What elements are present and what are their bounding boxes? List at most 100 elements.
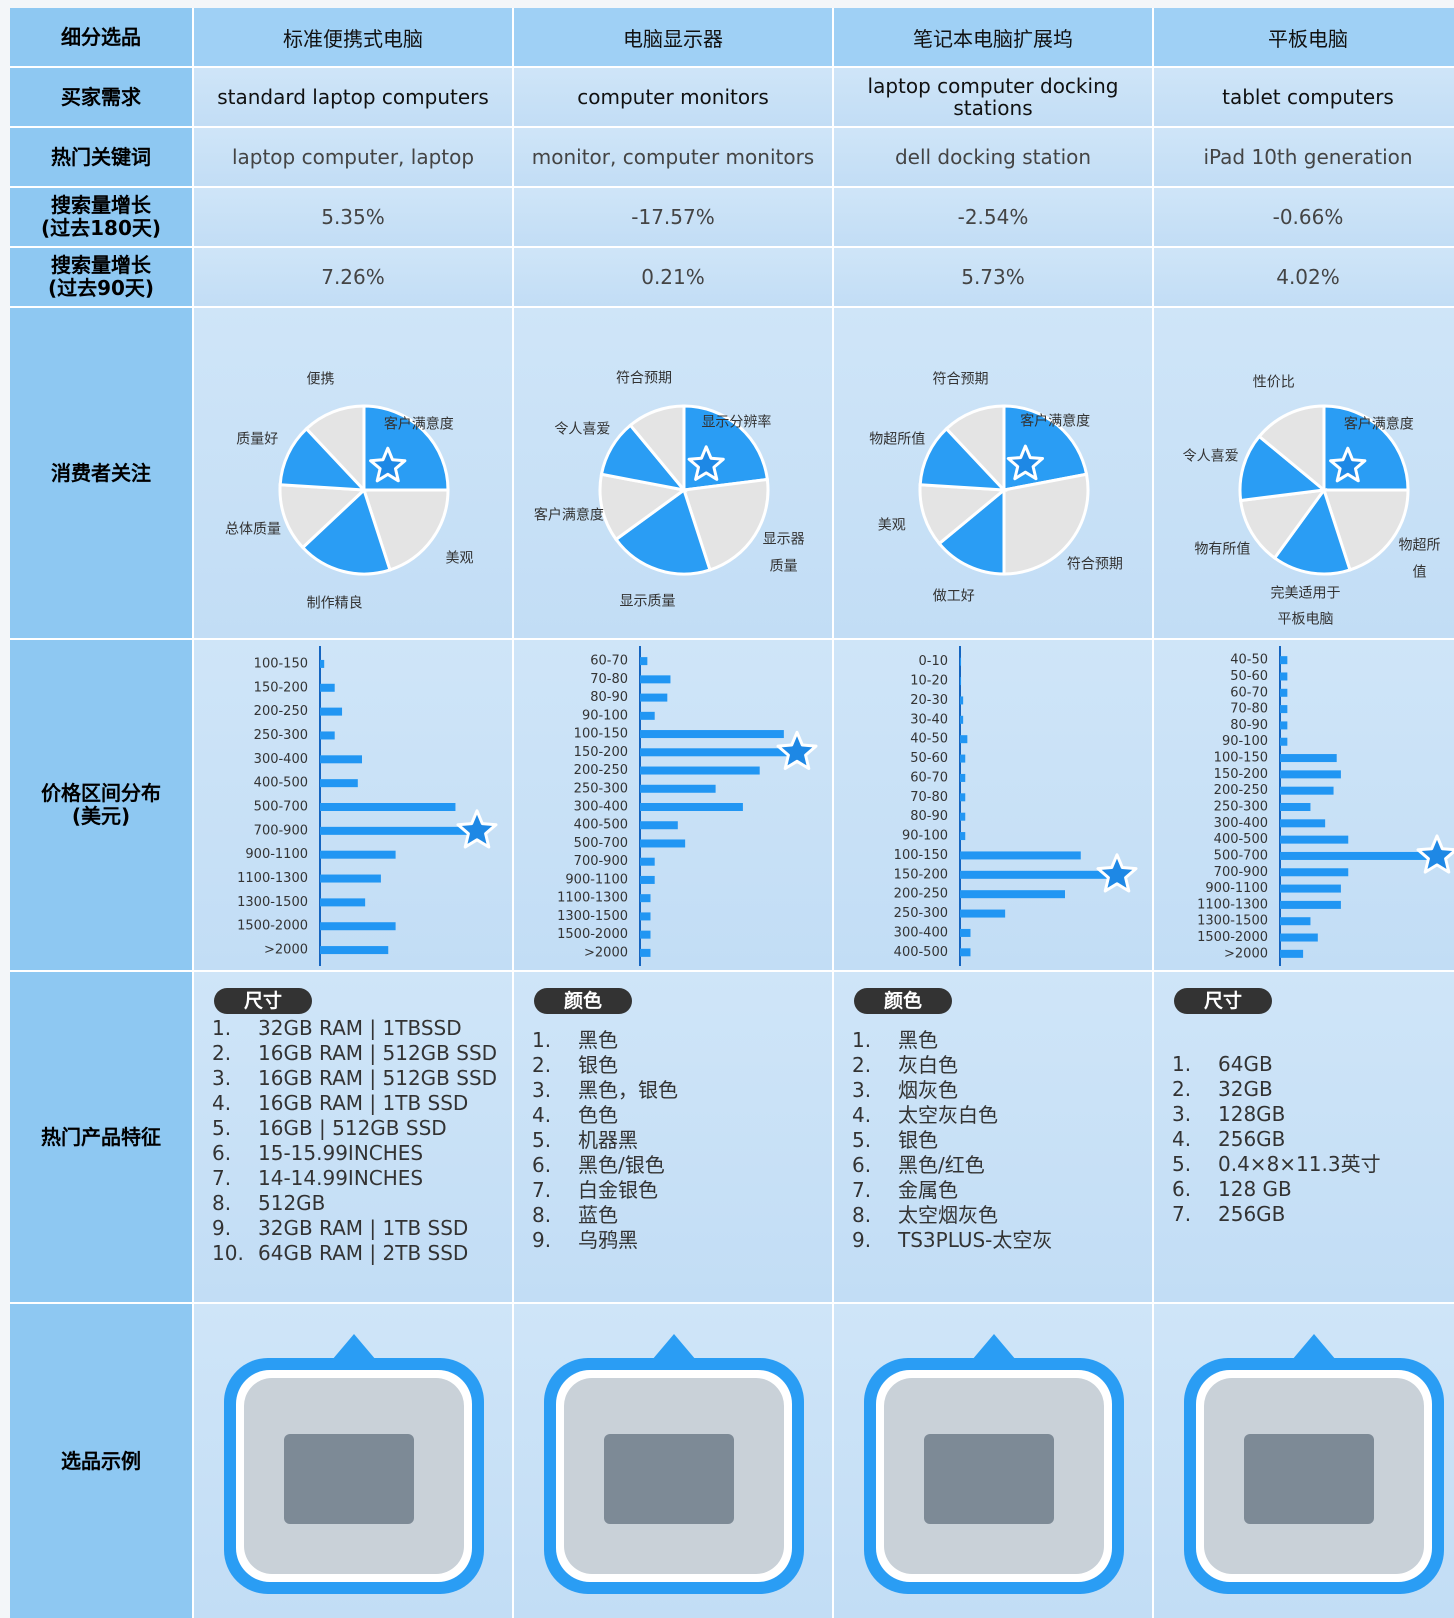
pie-label: 令人喜爱 [554,421,611,438]
pie-label: 完美适用于 平板电脑 [1270,584,1341,628]
table-cell: 100-150 150-200 200-250 250-300 300-400 400-5… [194,640,512,970]
item-number: 3. [1172,1102,1192,1126]
pie-label: 客户满意度 [383,416,454,433]
bar [1280,835,1349,844]
bar [1280,705,1288,714]
bar [960,832,966,841]
row-header: 细分选品 [10,8,192,66]
bar [1280,754,1337,763]
bar [640,821,678,830]
category-label: 90-100 [1222,734,1268,749]
bar [1280,933,1318,942]
row-header: 买家需求 [10,68,192,126]
feature-item: 5. 16GB | 512GB SSD [212,1116,508,1141]
bar [320,826,467,835]
category-label: 150-200 [1214,767,1268,782]
category-label: 70-80 [1230,702,1268,717]
category-label: 150-200 [574,745,628,760]
category-label: 200-250 [894,887,948,902]
category-label: >2000 [1224,946,1268,961]
bar [960,890,1065,899]
category-label: 200-250 [1214,783,1268,798]
bar [1280,851,1427,860]
table-cell: 客户满意度 符合预期 做工好 美观 物超所值 符合预期 [834,308,1152,638]
pie-label: 物超所值 [869,431,926,448]
category-label: 500-700 [254,800,308,815]
item-text: 灰白色 [898,1053,958,1077]
category-label: 250-300 [894,906,948,921]
product-image [224,1334,484,1594]
category-label: 80-90 [1230,718,1268,733]
pie-label: 显示器质量 [762,531,805,575]
item-text: 机器黑 [578,1128,638,1152]
feature-item: 8. 太空烟灰色 [852,1203,1148,1228]
category-label: 50-60 [910,751,948,766]
category-label: 1100-1300 [1197,897,1268,912]
table-cell: 4.02% [1154,248,1454,306]
photo-detail [604,1434,734,1524]
table-cell: tablet computers [1154,68,1454,126]
bar [960,715,964,724]
feature-list: 1. 黑色 2. 银色 3. 黑色，银色 4. 色色 5. 机器黑 6. 黑色/银色 7. 白金银色 8. 蓝… [532,1028,828,1253]
item-number: 2. [852,1053,872,1077]
category-label: 500-700 [1214,848,1268,863]
bar [320,803,456,811]
feature-list: 1. 64GB 2. 32GB 3. 128GB 4. 256GB 5. 0.4×8×11.3英寸… [1172,1052,1454,1227]
item-text: 黑色/银色 [578,1153,665,1177]
bar [640,803,743,811]
table-cell: -17.57% [514,188,832,246]
feature-item: 2. 32GB [1172,1077,1454,1102]
category-label: 300-400 [1214,816,1268,831]
pie-label: 客户满意度 [533,507,604,524]
category-label: 60-70 [910,770,948,785]
item-number: 2. [212,1041,232,1065]
item-number: 2. [532,1053,552,1077]
item-number: 7. [212,1166,232,1190]
item-text: 128 GB [1218,1177,1292,1201]
category-label: 10-20 [910,674,948,689]
category-label: 100-150 [894,848,948,863]
feature-item: 1. 黑色 [852,1028,1148,1053]
pie-slice [300,487,392,576]
bar [960,773,966,782]
pie-slice [628,404,686,495]
table-cell: 颜色 1. 黑色 2. 银色 3. 黑色，银色 4. 色色 5. 机器黑 6. 黑色/银色 7. 白金银色 8… [514,972,832,1302]
item-text: TS3PLUS-太空灰 [898,1228,1053,1252]
bar [960,696,964,705]
bar [320,946,389,955]
table-cell: laptop computer docking stations [834,68,1152,126]
category-label: 100-150 [574,727,628,742]
bar [960,928,971,937]
pie-label: 美观 [445,551,474,568]
table-cell: 颜色 1. 黑色 2. 灰白色 3. 烟灰色 4. 太空灰白色 5. 银色 6. 黑色/红色 7. 金属色 8… [834,972,1152,1302]
item-text: 黑色，银色 [578,1078,678,1102]
table-cell: 7.26% [194,248,512,306]
item-text: 16GB RAM | 512GB SSD [258,1041,498,1065]
table-cell: 显示分辨率 显示器质量 显示质量 客户满意度 令人喜爱 符合预期 [514,308,832,638]
table-cell [834,1304,1152,1618]
bar [640,693,668,702]
item-text: 128GB [1218,1102,1286,1126]
item-text: 256GB [1218,1202,1286,1226]
item-text: 14-14.99INCHES [258,1166,424,1190]
pie-label: 符合预期 [1066,556,1123,573]
feature-item: 5. 机器黑 [532,1128,828,1153]
feature-item: 5. 银色 [852,1128,1148,1153]
item-text: 黑色 [898,1028,938,1052]
pie-slice [1257,404,1326,494]
table-cell: dell docking station [834,128,1152,186]
bar [640,948,651,957]
item-text: 32GB RAM | 1TBSSD [258,1016,462,1040]
category-label: 90-100 [582,708,628,723]
bar [640,930,651,939]
item-text: 16GB RAM | 1TB SSD [258,1091,469,1115]
table-cell: -0.66% [1154,188,1454,246]
category-label: 250-300 [574,781,628,796]
table-cell: 客户满意度 美观 制作精良 总体质量 质量好 便携 [194,308,512,638]
feature-item: 1. 64GB [1172,1052,1454,1077]
table-cell: 40-50 50-60 60-70 70-80 80-90 90-100 100-150 15… [1154,640,1454,970]
item-number: 8. [532,1203,552,1227]
bar [640,711,655,720]
item-number: 6. [212,1141,232,1165]
